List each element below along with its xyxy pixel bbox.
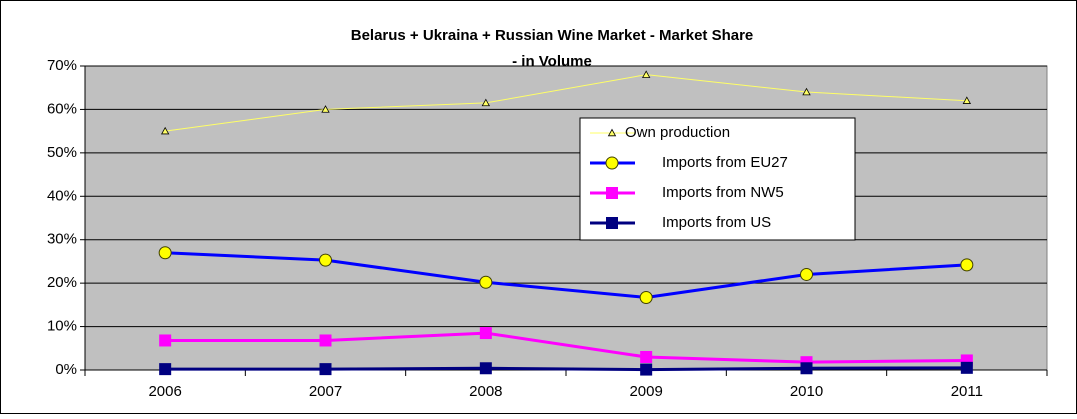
marker: [605, 156, 619, 170]
marker: [639, 290, 653, 304]
marker: [640, 363, 653, 376]
legend-label: Own production: [625, 124, 730, 141]
marker: [479, 362, 492, 375]
chart-title: Belarus + Ukraina + Russian Wine Market …: [351, 27, 754, 44]
legend-box: [579, 117, 856, 241]
marker: [159, 334, 172, 347]
marker: [640, 350, 653, 363]
y-tick-label: 60%: [47, 100, 77, 117]
y-tick-label: 40%: [47, 187, 77, 204]
marker: [319, 334, 332, 347]
marker: [160, 126, 170, 135]
marker: [960, 258, 974, 272]
marker: [607, 128, 617, 137]
series-line: [165, 74, 967, 132]
marker: [479, 327, 492, 340]
marker: [800, 362, 813, 375]
marker: [606, 217, 618, 229]
series-line: [165, 366, 967, 372]
y-tick-label: 0%: [55, 361, 77, 378]
y-tick-label: 30%: [47, 231, 77, 248]
legend-label: Imports from US: [662, 214, 771, 231]
marker: [158, 246, 172, 260]
marker: [319, 363, 332, 376]
marker: [606, 187, 618, 199]
legend-label: Imports from NW5: [662, 184, 784, 201]
marker: [641, 70, 651, 78]
marker: [159, 363, 172, 376]
y-tick-label: 70%: [47, 57, 77, 74]
x-tick-label: 2007: [309, 383, 342, 400]
marker: [800, 267, 813, 281]
plot-area: [84, 65, 1048, 371]
x-tick-label: 2009: [629, 383, 662, 400]
marker: [319, 253, 332, 267]
y-tick-label: 50%: [47, 144, 77, 161]
x-tick-label: 2011: [951, 383, 983, 400]
y-tick-label: 10%: [47, 318, 77, 335]
marker: [962, 96, 972, 104]
series-line: [165, 251, 967, 299]
marker: [802, 87, 811, 96]
y-tick-label: 20%: [47, 274, 77, 291]
marker: [479, 275, 493, 289]
legend-label: Imports from EU27: [662, 154, 788, 171]
marker: [321, 105, 330, 113]
marker: [481, 98, 491, 107]
x-tick-label: 2006: [148, 383, 181, 400]
series-line: [165, 331, 967, 364]
x-tick-label: 2010: [790, 383, 823, 400]
marker: [960, 361, 973, 374]
x-tick-label: 2008: [469, 383, 502, 400]
